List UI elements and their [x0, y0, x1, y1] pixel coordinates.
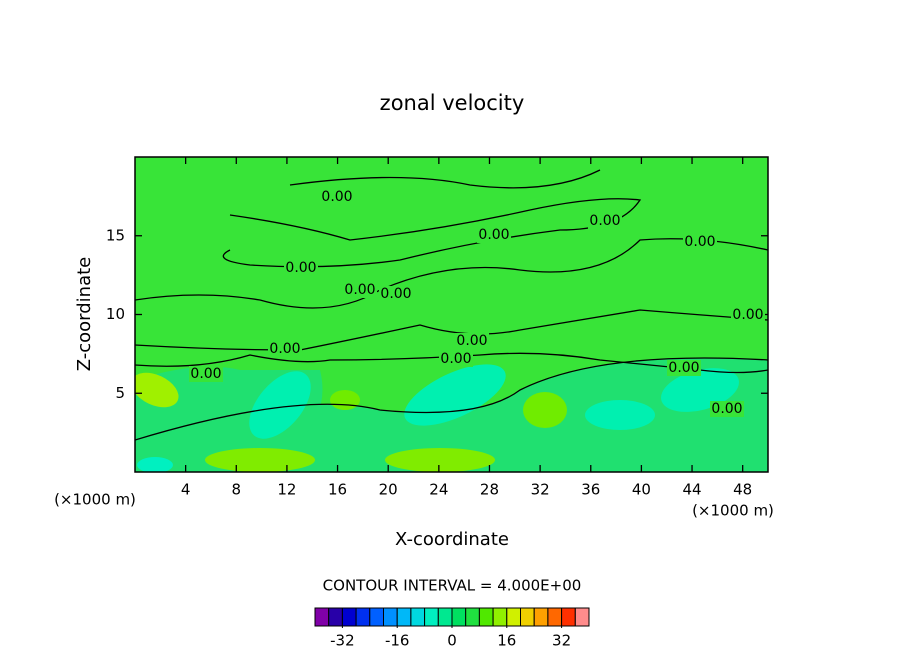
- contour-label: 0.00: [190, 366, 221, 382]
- colorbar-tick-label: 0: [447, 632, 457, 650]
- contour-label-bg: [343, 282, 377, 298]
- field-region: [585, 400, 655, 430]
- colorbar-box: [369, 607, 384, 627]
- field-region: [249, 371, 311, 439]
- contour-label: 0.00: [589, 213, 620, 229]
- colorbar-box: [492, 607, 508, 627]
- field: [135, 157, 768, 472]
- field-region: [137, 457, 173, 472]
- field-region: [135, 372, 179, 408]
- contour-label-bg: [439, 351, 473, 367]
- x-tick-label: 28: [480, 481, 499, 499]
- contour-label-bg: [268, 341, 302, 357]
- colorbar-tick-label: -32: [330, 632, 355, 650]
- colorbar-box: [396, 607, 412, 627]
- field-region: [330, 390, 360, 410]
- field-region: [404, 364, 506, 426]
- contour-line: [289, 169, 601, 189]
- colorbar-box: [424, 607, 439, 627]
- contour-label: 0.00: [478, 227, 509, 243]
- contour-label: 0.00: [285, 260, 316, 276]
- colorbar-box: [410, 607, 426, 627]
- contour-label-bg: [710, 401, 744, 417]
- contour-interval: CONTOUR INTERVAL = 4.000E+00: [323, 577, 582, 595]
- contour-label-bg: [379, 286, 413, 302]
- contour-label: 0.00: [732, 307, 763, 323]
- field-region: [661, 368, 739, 412]
- x-tick-label: 20: [379, 481, 398, 499]
- contour-label: 0.00: [456, 333, 487, 349]
- x-axis-label: X-coordinate: [395, 529, 509, 550]
- colorbar-tick-label: -16: [385, 632, 410, 650]
- colorbar-box: [520, 607, 535, 627]
- contour-label-bg: [455, 333, 489, 349]
- y-tick-label: 15: [106, 226, 125, 244]
- colorbar-box: [506, 607, 521, 627]
- colorbar-box: [328, 607, 343, 627]
- y-tick-label: 10: [106, 305, 125, 323]
- y-unit: (×1000 m): [54, 491, 136, 509]
- x-tick-label: 48: [733, 481, 752, 499]
- contour-label: 0.00: [344, 282, 375, 298]
- contour-label-bg: [667, 360, 701, 376]
- x-tick-label: 8: [232, 481, 242, 499]
- y-axis-label: Z-coordinate: [74, 257, 95, 372]
- x-tick-label: 16: [328, 481, 347, 499]
- contour-line: [135, 238, 768, 309]
- colorbar-box: [478, 607, 494, 627]
- chart-title: zonal velocity: [380, 91, 525, 115]
- contour-label: 0.00: [380, 286, 411, 302]
- contour-line: [135, 357, 768, 441]
- contour-label: 0.00: [668, 360, 699, 376]
- colorbar-box: [437, 607, 453, 627]
- contour-label: 0.00: [440, 351, 471, 367]
- colorbar-box: [533, 607, 549, 627]
- colorbar-tick-label: 16: [497, 632, 516, 650]
- colorbar-box: [451, 607, 467, 627]
- contour-label-bg: [189, 366, 223, 382]
- colorbar-box: [383, 607, 398, 627]
- field-region: [205, 448, 315, 472]
- colorbar-box: [561, 607, 576, 627]
- contour-label-bg: [320, 189, 354, 205]
- x-unit: (×1000 m): [692, 502, 774, 520]
- x-tick-label: 32: [531, 481, 550, 499]
- contour-label-bg: [683, 234, 717, 250]
- contour-label-bg: [588, 213, 622, 229]
- colorbar-box: [314, 607, 330, 627]
- x-tick-label: 40: [632, 481, 651, 499]
- colorbar-box: [465, 607, 480, 627]
- x-tick-label: 24: [429, 481, 448, 499]
- colorbar-box: [341, 607, 357, 627]
- contour-label: 0.00: [684, 234, 715, 250]
- colorbar-box: [574, 607, 590, 627]
- x-tick-label: 12: [277, 481, 296, 499]
- contour-label-bg: [284, 260, 318, 276]
- x-tick-label: 4: [181, 481, 191, 499]
- contour-label-bg: [477, 227, 511, 243]
- colorbar-box: [547, 607, 563, 627]
- contour-label: 0.00: [321, 189, 352, 205]
- x-tick-label: 36: [581, 481, 600, 499]
- contour-label: 0.00: [269, 341, 300, 357]
- y-tick-label: 5: [115, 384, 125, 402]
- contour-label: 0.00: [711, 401, 742, 417]
- colorbar-tick-label: 32: [552, 632, 571, 650]
- x-tick-label: 44: [682, 481, 701, 499]
- colorbar-box: [355, 607, 371, 627]
- contour-label-bg: [731, 307, 765, 323]
- field-region: [385, 448, 495, 472]
- field-region: [523, 392, 567, 428]
